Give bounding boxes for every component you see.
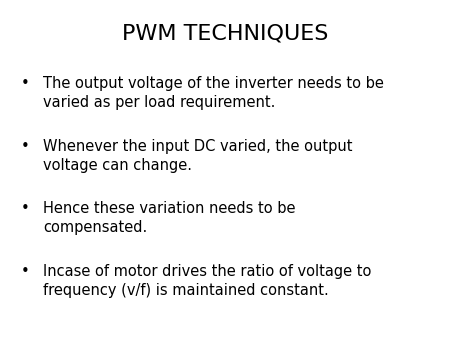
Text: Whenever the input DC varied, the output
voltage can change.: Whenever the input DC varied, the output…: [43, 139, 352, 173]
Text: •: •: [20, 201, 29, 216]
Text: The output voltage of the inverter needs to be
varied as per load requirement.: The output voltage of the inverter needs…: [43, 76, 383, 110]
Text: •: •: [20, 264, 29, 279]
Text: PWM TECHNIQUES: PWM TECHNIQUES: [122, 24, 328, 44]
Text: •: •: [20, 76, 29, 91]
Text: Hence these variation needs to be
compensated.: Hence these variation needs to be compen…: [43, 201, 295, 235]
Text: •: •: [20, 139, 29, 153]
Text: Incase of motor drives the ratio of voltage to
frequency (v/f) is maintained con: Incase of motor drives the ratio of volt…: [43, 264, 371, 298]
